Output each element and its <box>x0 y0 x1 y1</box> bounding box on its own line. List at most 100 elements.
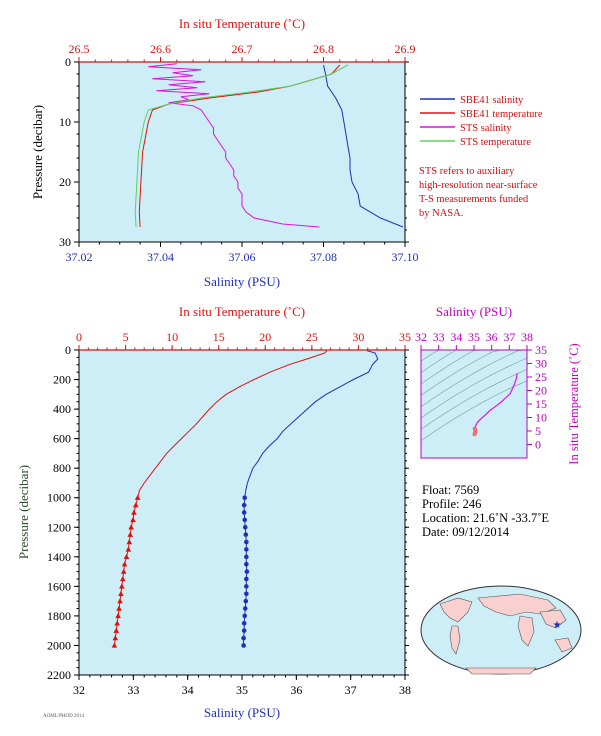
full-profile-left-tick-label: 1400 <box>47 550 71 564</box>
full-profile-salinity-point <box>244 539 249 545</box>
near-surface-left-tick-label: 30 <box>59 235 71 249</box>
near-surface-left-tick-label: 0 <box>65 55 71 69</box>
full-profile-salinity-point <box>242 517 248 523</box>
full-profile-temperature-point <box>131 509 137 515</box>
full-profile-salinity-point <box>242 524 248 530</box>
full-profile-salinity-point <box>241 502 247 508</box>
full-profile-salinity-point <box>244 554 249 560</box>
full-profile-bottom-axis: 32 33 34 35 36 37 38 <box>73 675 411 697</box>
full-profile-salinity-point <box>243 598 249 604</box>
ts-top-tick-label: 33 <box>433 330 445 344</box>
near-surface-series-sbe41-salinity <box>323 64 404 228</box>
full-profile-salinity-point <box>241 635 246 641</box>
profile-number: Profile: 246 <box>422 497 481 511</box>
full-profile-top-tick-label: 35 <box>399 330 411 344</box>
near-surface-left-tick-label: 10 <box>59 115 71 129</box>
full-profile-left-tick-label: 0 <box>65 343 71 357</box>
near-surface-bottom-tick-label: 37.06 <box>229 250 256 264</box>
full-profile-temperature-point <box>115 612 121 619</box>
near-surface-bottom-tick-label: 37.04 <box>147 250 174 264</box>
sts-note-line-1: STS refers to auxiliary <box>419 166 515 177</box>
ts-right-tick-label: 0 <box>535 438 541 452</box>
full-profile-top-tick-label: 30 <box>352 330 364 344</box>
full-profile-top-tick-label: 25 <box>306 330 318 344</box>
near-surface-series-sts-salinity <box>148 63 320 228</box>
full-profile-temperature-point <box>128 524 134 530</box>
full-profile-temperature-point <box>127 531 134 537</box>
full-profile-top-axis: 0 5 10 15 20 25 30 35 <box>76 330 411 351</box>
full-profile-bottom-tick-label: 32 <box>73 683 85 697</box>
full-profile-salinity-point <box>244 591 249 597</box>
full-profile-ticks: 0 5 10 15 20 25 30 35 32 33 34 35 36 37 38 0 200 400 600 80… <box>47 330 411 697</box>
full-profile-left-tick-label: 800 <box>53 461 71 475</box>
legend-label-sts-temperature: STS temperature <box>460 137 531 148</box>
full-profile-temperature-point <box>134 494 141 500</box>
full-profile-salinity-point <box>241 643 246 648</box>
full-profile-bottom-tick-label: 37 <box>345 683 357 697</box>
full-profile-left-tick-label: 1800 <box>47 609 71 623</box>
sts-note-line-3: T-S measurements funded <box>419 194 529 205</box>
near-surface-ticks: 26.5 26.6 26.7 26.8 26.9 37.02 37.04 37.06 37.08… <box>59 42 419 264</box>
ts-top-tick-label: 37 <box>503 330 515 344</box>
ts-point <box>472 432 477 437</box>
full-profile-top-tick-label: 0 <box>76 330 82 344</box>
full-profile-bottom-tick-label: 33 <box>127 683 139 697</box>
full-profile-left-tick-label: 2200 <box>47 668 71 682</box>
ts-series-group <box>472 373 518 437</box>
ts-right-tick-label: 10 <box>535 411 547 425</box>
near-surface-panel: 26.5 26.6 26.7 26.8 26.9 37.02 37.04 37.06 37.08… <box>30 16 419 289</box>
full-profile-salinity-point <box>242 606 248 611</box>
full-profile-left-tick-label: 2000 <box>47 638 71 652</box>
ts-right-axis-title: In situ Temperature (˚C) <box>567 343 581 464</box>
date: Date: 09/12/2014 <box>422 525 510 539</box>
full-profile-temperature-point <box>121 561 128 567</box>
location: Location: 21.6˚N -33.7˚E <box>422 511 549 525</box>
full-profile-top-tick-label: 5 <box>123 330 129 344</box>
near-surface-top-tick-label: 26.6 <box>150 42 171 56</box>
ts-right-tick-label: 20 <box>535 384 547 398</box>
full-profile-temperature-point <box>113 627 120 633</box>
full-profile-left-tick-label: 1000 <box>47 491 71 505</box>
full-profile-salinity-point <box>241 628 247 633</box>
full-profile-left-tick-label: 200 <box>53 373 71 387</box>
full-profile-temperature-point <box>119 583 125 589</box>
near-surface-bottom-axis-title: Salinity (PSU) <box>204 274 280 289</box>
legend-label-sbe41-temperature: SBE41 temperature <box>460 109 543 120</box>
full-profile-bottom-tick-label: 38 <box>399 683 411 697</box>
full-profile-salinity-point <box>242 613 248 619</box>
full-profile-salinity-point <box>244 547 249 552</box>
ts-right-tick-label: 35 <box>535 343 547 357</box>
near-surface-bottom-tick-label: 37.10 <box>392 250 419 264</box>
near-surface-plot-area <box>79 62 405 242</box>
full-profile-temperature-point <box>133 502 139 508</box>
full-profile-temperature-point <box>130 516 136 523</box>
full-profile-top-axis-title: In situ Temperature (˚C) <box>179 304 305 319</box>
float-info: Float: 7569 Profile: 246 Location: 21.6˚… <box>422 483 549 539</box>
map-land <box>439 593 573 675</box>
full-profile-left-axis: 0 200 400 600 800 1000 1200 1400 1600 1800 2000 220… <box>47 343 409 682</box>
sts-note-line-4: by NASA. <box>419 208 463 219</box>
full-profile-series-group <box>111 350 379 648</box>
full-profile-temperature-point <box>112 635 119 641</box>
full-profile-temperature-point <box>120 568 127 574</box>
full-profile-salinity-point <box>241 620 247 626</box>
ts-isopycnal-line <box>420 380 528 441</box>
near-surface-left-tick-label: 20 <box>59 175 71 189</box>
legend-label-sbe41-salinity: SBE41 salinity <box>460 95 524 106</box>
ts-top-tick-label: 38 <box>521 330 533 344</box>
full-profile-temperature-point <box>114 620 120 626</box>
full-profile-bottom-tick-label: 36 <box>290 683 302 697</box>
full-profile-temperature-point <box>126 539 133 545</box>
full-profile-temperature-point <box>123 553 130 560</box>
near-surface-bottom-axis: 37.02 37.04 37.06 37.08 37.10 <box>66 242 419 264</box>
float-location-marker: ★ <box>553 620 562 631</box>
full-profile-salinity-point <box>244 569 250 574</box>
footer-tag: AOML/PHOD 2014 <box>43 714 84 719</box>
ts-top-tick-label: 34 <box>450 330 462 344</box>
full-profile-left-tick-label: 1200 <box>47 520 71 534</box>
full-profile-salinity-point <box>244 561 249 567</box>
ts-top-tick-label: 36 <box>486 330 498 344</box>
full-profile-temperature-point <box>111 642 118 648</box>
